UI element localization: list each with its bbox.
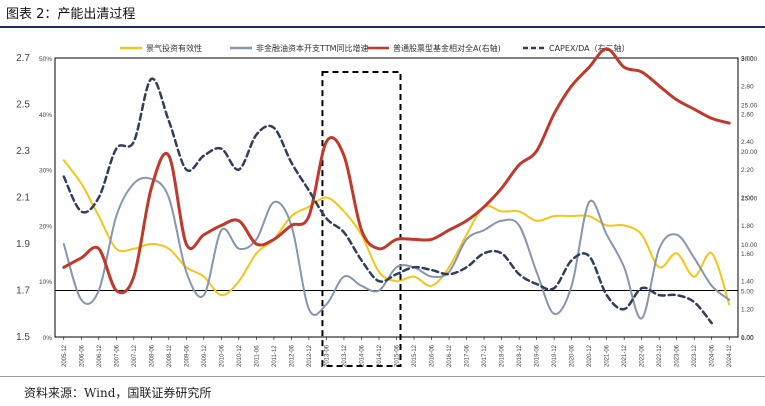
series-layer — [62, 47, 731, 325]
x-tick-21: 2016-06 — [430, 344, 436, 367]
x-tick-24: 2017-12 — [482, 344, 488, 367]
legend: 景气投资有效性 非金融油资本开支TTM同比增速 普通股票型基金相对全A(右轴) … — [120, 43, 630, 53]
x-tick-8: 2009-12 — [202, 344, 208, 367]
y-left-inner-tick-4: 40% — [39, 112, 52, 119]
figure-title: 图表 2：产能出清过程 — [6, 7, 136, 22]
source-rule — [0, 376, 765, 377]
legend-item-dash: CAPEX/DA（右二轴） — [523, 43, 630, 53]
y-right-outer-tick-4: 1.80 — [741, 223, 754, 230]
y-right-inner-tick-5: 25.00 — [741, 103, 758, 110]
x-tick-18: 2014-12 — [377, 344, 383, 367]
y-right-outer-tick-6: 2.20 — [741, 167, 754, 174]
y-right-outer-tick-1: 1.20 — [741, 307, 754, 314]
y-left-inner-tick-2: 20% — [39, 223, 52, 230]
legend-item-blue: 非金融油资本开支TTM同比增速 — [230, 43, 369, 53]
y-axis-right-inner: 0.00 5.00 10.00 15.00 20.00 25.00 30.00 — [741, 56, 758, 342]
legend-item-red: 普通股票型基金相对全A(右轴) — [367, 43, 501, 53]
x-tick-28: 2019-12 — [552, 344, 558, 367]
y-right-outer-tick-5: 2.00 — [741, 195, 754, 202]
y-right-inner-tick-3: 15.00 — [741, 196, 758, 203]
x-tick-16: 2013-12 — [342, 344, 348, 367]
series-blue-line — [62, 176, 731, 320]
y-left-outer-tick-1: 1.7 — [16, 286, 30, 297]
y-right-inner-tick-6: 30.00 — [741, 56, 758, 63]
y-left-outer-tick-6: 2.7 — [16, 53, 30, 64]
y-axis-right-outer: 1.00 1.20 1.40 1.60 1.80 2.00 2.20 2.40 2.60 2.80… — [741, 56, 754, 342]
x-tick-25: 2018-06 — [500, 344, 506, 367]
y-right-outer-tick-0: 1.00 — [741, 335, 754, 342]
y-right-outer-tick-9: 2.80 — [741, 83, 754, 90]
x-tick-38: 2024-12 — [727, 344, 733, 367]
legend-label-red: 普通股票型基金相对全A(右轴) — [393, 43, 501, 53]
x-tick-26: 2018-12 — [517, 344, 523, 367]
legend-label-yellow: 景气投资有效性 — [146, 43, 202, 53]
x-tick-6: 2008-12 — [167, 344, 173, 367]
legend-item-yellow: 景气投资有效性 — [120, 43, 202, 53]
x-tick-36: 2023-12 — [692, 344, 698, 367]
x-tick-35: 2023-06 — [675, 344, 681, 367]
y-left-inner-tick-1: 10% — [39, 279, 52, 286]
highlight-rect — [321, 71, 402, 367]
x-tick-15: 2013-06 — [324, 344, 330, 367]
x-tick-9: 2010-06 — [219, 344, 225, 367]
x-tick-27: 2019-06 — [535, 344, 541, 367]
x-tick-23: 2017-06 — [465, 344, 471, 367]
x-tick-17: 2014-06 — [359, 344, 365, 367]
y-right-outer-tick-8: 2.60 — [741, 111, 754, 118]
x-tick-22: 2016-12 — [447, 344, 453, 367]
x-tick-11: 2011-06 — [254, 345, 260, 367]
y-right-inner-tick-2: 10.00 — [741, 242, 758, 249]
y-right-outer-tick-10: 3.00 — [741, 56, 754, 63]
y-left-outer-tick-3: 2.1 — [16, 193, 30, 204]
x-tick-20: 2015-12 — [412, 344, 418, 367]
y-right-inner-tick-0: 0.00 — [741, 335, 754, 342]
legend-label-blue: 非金融油资本开支TTM同比增速 — [256, 43, 369, 53]
x-tick-7: 2009-06 — [184, 344, 190, 367]
x-tick-13: 2012-06 — [289, 344, 295, 367]
y-axis-left-outer: 1.5 1.7 1.9 2.1 2.3 2.5 2.7 — [16, 53, 30, 343]
x-tick-32: 2021-12 — [622, 344, 628, 367]
series-yellow-line — [62, 159, 731, 306]
x-tick-0: 2005-12 — [62, 344, 68, 367]
y-left-outer-tick-4: 2.3 — [16, 146, 30, 157]
x-tick-2: 2006-12 — [97, 344, 103, 367]
chart-svg: 景气投资有效性 非金融油资本开支TTM同比增速 普通股票型基金相对全A(右轴) … — [16, 43, 758, 367]
y-left-outer-tick-5: 2.5 — [16, 100, 30, 111]
y-left-outer-tick-0: 1.5 — [16, 332, 30, 343]
y-axis-left-inner: 0% 10% 20% 30% 40% 50% — [39, 56, 52, 342]
legend-label-dash: CAPEX/DA（右二轴） — [549, 43, 630, 53]
x-tick-1: 2006-06 — [79, 344, 85, 367]
x-tick-30: 2020-12 — [587, 344, 593, 367]
x-axis: 2005-12 2006-06 2006-12 2007-06 2007-12 2008-… — [62, 337, 733, 367]
x-tick-33: 2022-06 — [640, 344, 646, 367]
y-left-inner-tick-0: 0% — [43, 335, 53, 342]
series-capex-line — [62, 77, 713, 325]
x-tick-5: 2008-06 — [149, 344, 155, 367]
y-right-outer-tick-3: 1.60 — [741, 251, 754, 258]
y-right-inner-tick-1: 5.00 — [741, 289, 754, 296]
x-tick-12: 2011-12 — [272, 345, 278, 367]
x-tick-31: 2021-06 — [605, 344, 611, 367]
y-right-outer-tick-2: 1.40 — [741, 279, 754, 286]
y-left-outer-tick-2: 1.9 — [16, 239, 30, 250]
x-tick-19: 2015-06 — [395, 344, 401, 367]
highlight-box — [321, 71, 402, 367]
x-tick-37: 2024-06 — [710, 344, 716, 367]
x-tick-10: 2010-12 — [237, 344, 243, 367]
x-tick-3: 2007-06 — [114, 344, 120, 367]
x-tick-34: 2022-12 — [657, 344, 663, 367]
title-rule — [0, 26, 765, 28]
y-left-inner-tick-5: 50% — [39, 56, 52, 63]
y-right-outer-tick-7: 2.40 — [741, 139, 754, 146]
y-left-inner-tick-3: 30% — [39, 168, 52, 175]
y-right-inner-tick-4: 20.00 — [741, 149, 758, 156]
x-tick-29: 2020-06 — [570, 344, 576, 367]
source-note: 资料来源：Wind，国联证券研究所 — [24, 386, 212, 400]
series-red-line — [62, 47, 731, 295]
x-tick-14: 2012-12 — [307, 344, 313, 367]
x-tick-4: 2007-12 — [132, 344, 138, 367]
